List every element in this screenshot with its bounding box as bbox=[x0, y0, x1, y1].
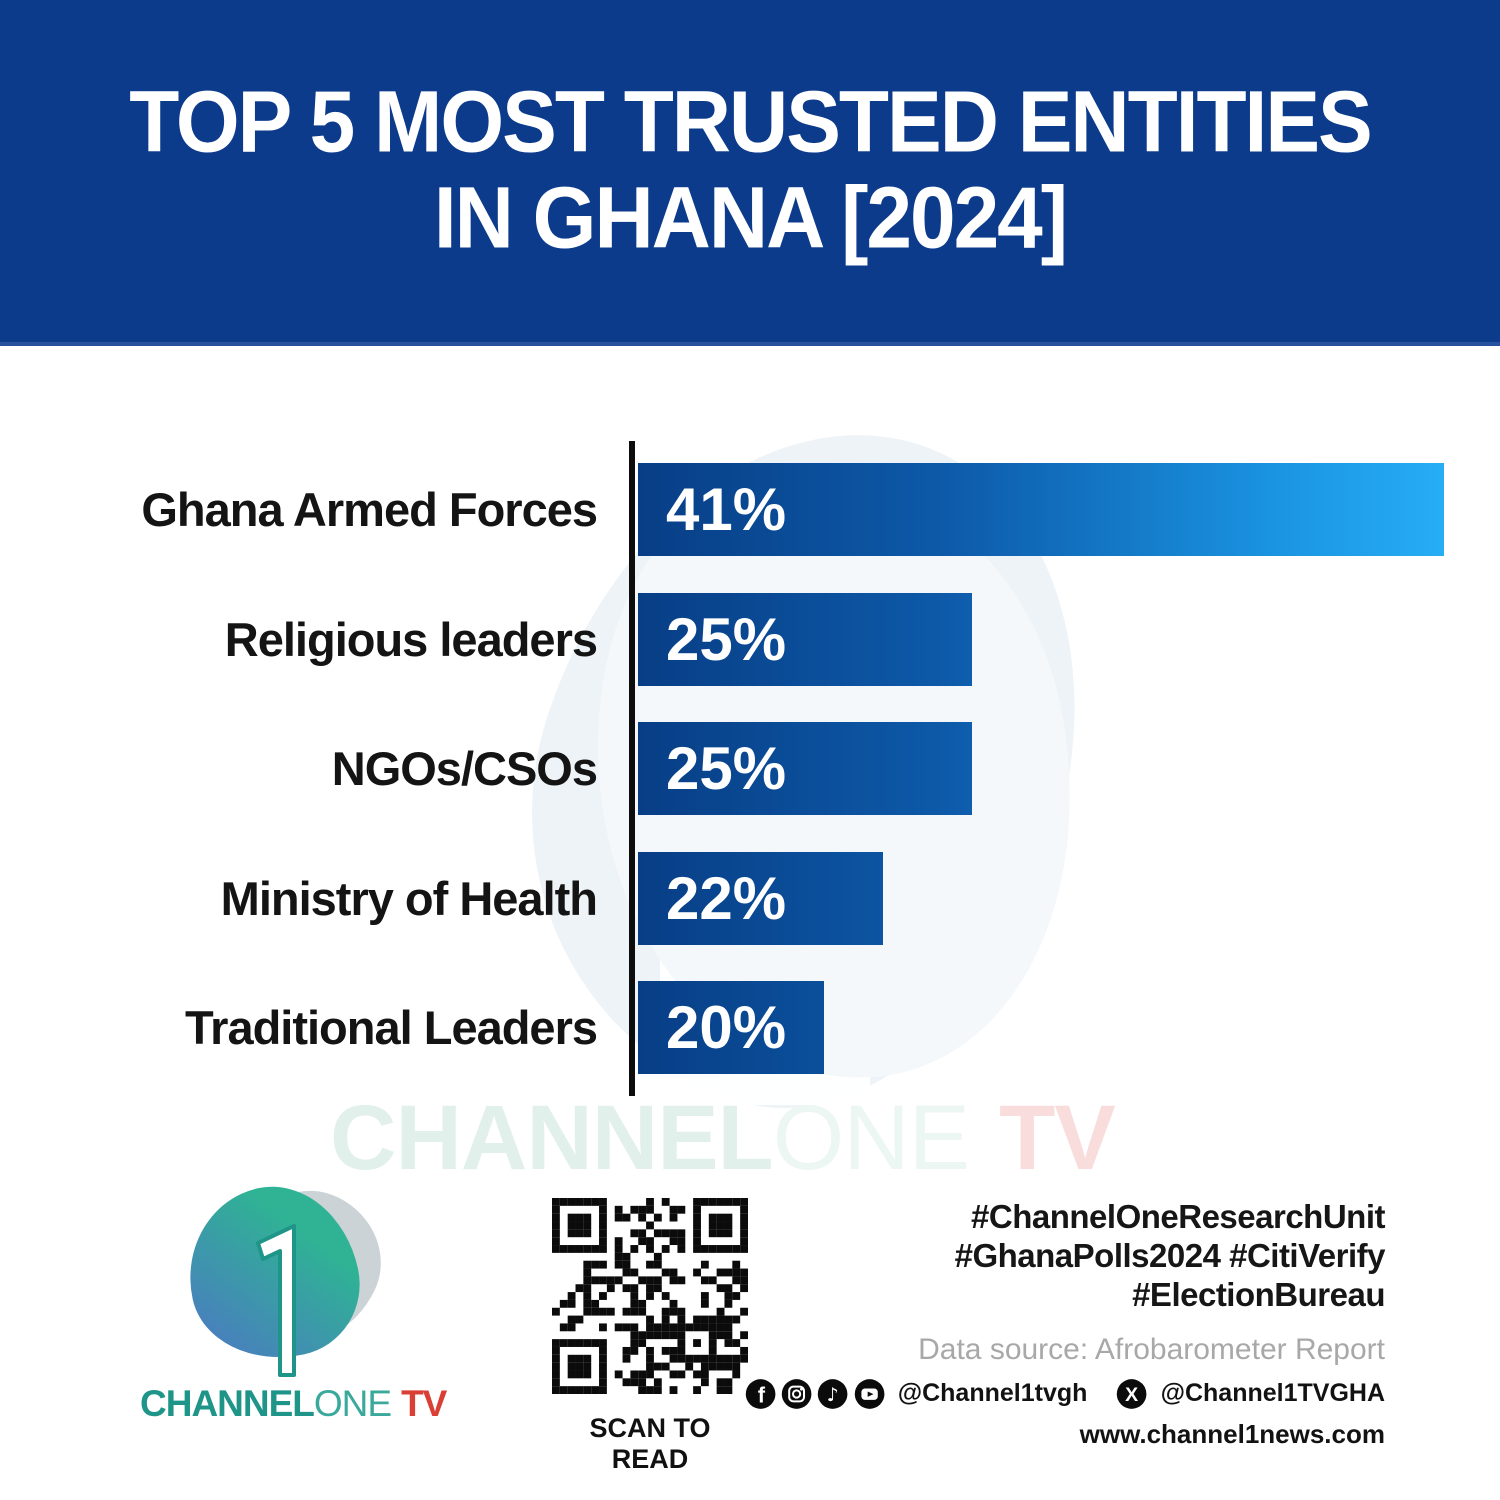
hashtag-line-2: #GhanaPolls2024 #CitiVerify bbox=[954, 1236, 1386, 1274]
tiktok-icon: ♪ bbox=[818, 1378, 848, 1409]
data-source-note: Data source: Afrobarometer Report bbox=[918, 1332, 1385, 1366]
wordmark-channel: CHANNEL bbox=[140, 1383, 315, 1424]
channel-one-logo bbox=[172, 1167, 405, 1385]
social-handles-row: f ♪ @Channel1tvgh X @Channel1TVGHA bbox=[745, 1377, 1385, 1411]
social-handle-x: @Channel1TVGHA bbox=[1160, 1379, 1385, 1408]
chart-row: Religious leaders 25% bbox=[40, 593, 972, 686]
footer-right-block: #ChannelOneResearchUnit #GhanaPolls2024 … bbox=[745, 1198, 1386, 1450]
value-label: 20% bbox=[666, 994, 787, 1061]
value-label: 25% bbox=[666, 735, 787, 802]
category-label-ghana-armed-forces: Ghana Armed Forces bbox=[141, 483, 598, 536]
wordmark-tv: TV bbox=[401, 1383, 447, 1424]
logo-wordmark: CHANNELONE TV bbox=[140, 1383, 447, 1425]
bar-religious-leaders: 25% bbox=[638, 593, 972, 686]
facebook-icon: f bbox=[745, 1378, 776, 1409]
svg-text:f: f bbox=[758, 1382, 766, 1407]
watermark-channel: CHANNEL bbox=[330, 1087, 774, 1189]
qr-code bbox=[552, 1198, 748, 1394]
x-twitter-icon: X bbox=[1117, 1378, 1147, 1409]
watermark-brand-text: CHANNELONE TV bbox=[330, 1086, 1116, 1191]
svg-text:♪: ♪ bbox=[827, 1385, 839, 1406]
channel-one-logo-block: CHANNELONE TV bbox=[140, 1167, 447, 1435]
category-label-ministry-of-health: Ministry of Health bbox=[220, 872, 598, 925]
watermark-one: ONE bbox=[772, 1087, 970, 1189]
social-handle-main: @Channel1tvgh bbox=[897, 1379, 1088, 1408]
category-label-religious-leaders: Religious leaders bbox=[224, 613, 598, 666]
header-banner: TOP 5 MOST TRUSTED ENTITIES IN GHANA [20… bbox=[0, 0, 1500, 346]
value-label: 22% bbox=[666, 865, 787, 932]
wordmark-one: ONE bbox=[313, 1383, 392, 1424]
category-label-traditional-leaders: Traditional Leaders bbox=[185, 1001, 598, 1054]
bar-ghana-armed-forces: 41% bbox=[638, 463, 1444, 556]
svg-text:X: X bbox=[1126, 1384, 1139, 1406]
value-label: 41% bbox=[666, 476, 787, 543]
chart-axis-baseline bbox=[629, 441, 635, 1096]
logo-one-numeral bbox=[256, 1224, 296, 1377]
instagram-icon bbox=[781, 1378, 812, 1409]
hashtag-line-1: #ChannelOneResearchUnit bbox=[971, 1198, 1385, 1235]
chart-row: Traditional Leaders 20% bbox=[40, 981, 824, 1074]
chart-row: NGOs/CSOs 25% bbox=[40, 722, 972, 815]
youtube-icon bbox=[854, 1378, 884, 1409]
qr-block: SCAN TO READ bbox=[550, 1198, 750, 1475]
page-title-line2: IN GHANA [2024] bbox=[433, 170, 1068, 267]
value-label: 25% bbox=[666, 606, 787, 673]
page-title-line1: TOP 5 MOST TRUSTED ENTITIES bbox=[129, 74, 1372, 171]
qr-caption: SCAN TO READ bbox=[589, 1413, 711, 1474]
bar-ngos-csos: 25% bbox=[638, 722, 972, 815]
bar-traditional-leaders: 20% bbox=[638, 981, 824, 1074]
website-url: www.channel1news.com bbox=[1079, 1418, 1385, 1449]
hashtag-line-3: #ElectionBureau bbox=[1132, 1275, 1385, 1313]
category-label-ngos-csos: NGOs/CSOs bbox=[331, 742, 598, 795]
bar-ministry-of-health: 22% bbox=[638, 852, 883, 945]
chart-row: Ghana Armed Forces 41% bbox=[40, 463, 1444, 556]
chart-row: Ministry of Health 22% bbox=[40, 852, 883, 945]
watermark-tv: TV bbox=[999, 1087, 1116, 1189]
